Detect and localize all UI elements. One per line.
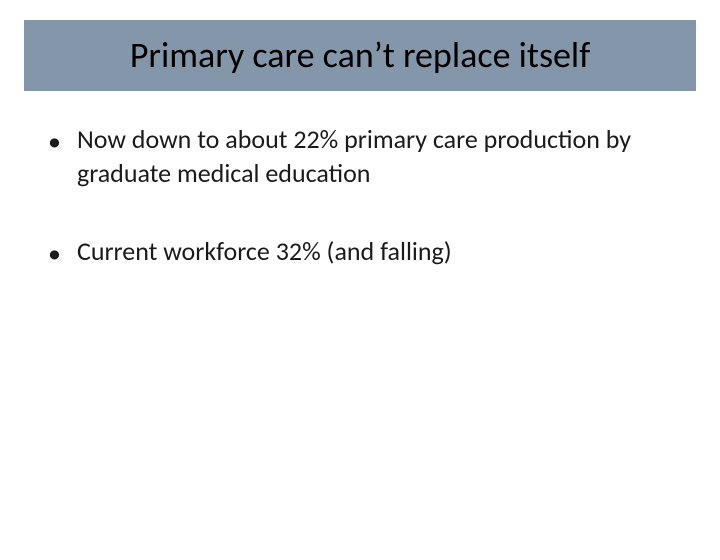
title-bar: Primary care can’t replace itself [24, 20, 696, 91]
bullet-text: Now down to about 22% primary care produ… [77, 123, 672, 191]
bullet-item: • Current workforce 32% (and falling) [48, 235, 672, 271]
bullet-marker-icon: • [48, 125, 61, 159]
bullet-marker-icon: • [48, 237, 61, 271]
slide-title: Primary care can’t replace itself [44, 34, 676, 77]
slide-content: • Now down to about 22% primary care pro… [0, 91, 720, 270]
bullet-item: • Now down to about 22% primary care pro… [48, 123, 672, 191]
bullet-text: Current workforce 32% (and falling) [77, 235, 452, 269]
